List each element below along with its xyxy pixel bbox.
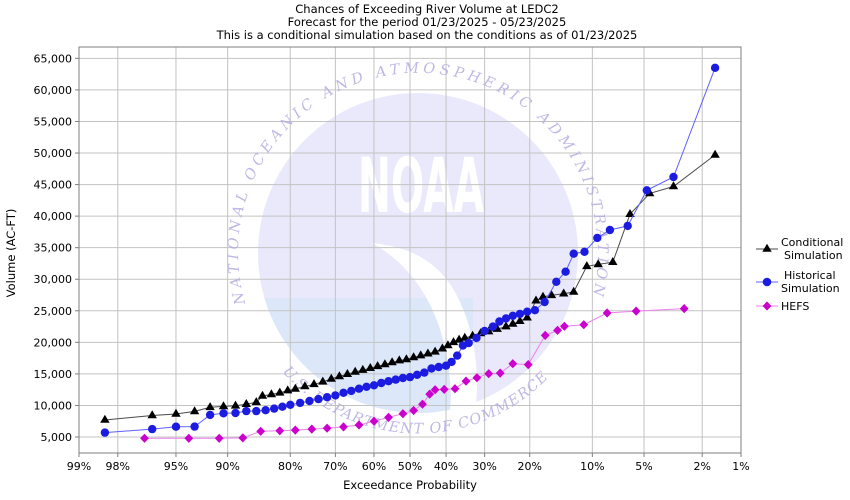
legend-label: Historical — [784, 269, 836, 282]
y-tick-label: 5,000 — [41, 431, 73, 444]
y-tick-label: 45,000 — [34, 179, 73, 192]
x-tick-label: 95% — [164, 460, 188, 473]
chart-title: Chances of Exceeding River Volume at LED… — [295, 2, 558, 16]
x-tick-label: 40% — [434, 460, 458, 473]
y-axis-title: Volume (AC-FT) — [4, 209, 18, 298]
x-tick-label: 50% — [398, 460, 422, 473]
legend-item-conditional: Conditional Simulation — [756, 236, 843, 262]
x-tick-label: 10% — [580, 460, 604, 473]
x-tick-label: 90% — [215, 460, 239, 473]
legend-label: Simulation — [784, 249, 843, 262]
legend-label: Conditional — [781, 236, 843, 249]
y-tick-label: 35,000 — [34, 242, 73, 255]
chart-subtitle-note: This is a conditional simulation based o… — [216, 28, 638, 42]
x-tick-label: 20% — [518, 460, 542, 473]
y-tick-label: 55,000 — [34, 115, 73, 128]
y-tick-label: 20,000 — [34, 336, 73, 349]
y-tick-label: 30,000 — [34, 273, 73, 286]
gridlines — [78, 47, 742, 453]
y-tick-label: 10,000 — [34, 399, 73, 412]
data-series — [100, 63, 720, 443]
y-tick-label: 25,000 — [34, 305, 73, 318]
y-tick-label: 15,000 — [34, 368, 73, 381]
x-tick-label: 60% — [362, 460, 386, 473]
x-tick-label: 70% — [323, 460, 347, 473]
y-tick-label: 40,000 — [34, 210, 73, 223]
y-tick-label: 65,000 — [34, 52, 73, 65]
noaa-gull-icon — [372, 243, 477, 413]
conditional-triangle-icon — [762, 243, 772, 252]
x-axis-title: Exceedance Probability — [343, 478, 477, 492]
legend-item-hefs: HEFS — [756, 300, 809, 313]
x-tick-label: 5% — [635, 460, 652, 473]
x-tick-label: 80% — [278, 460, 302, 473]
legend-label: Simulation — [781, 282, 840, 295]
chart-subtitle-period: Forecast for the period 01/23/2025 - 05/… — [288, 15, 567, 29]
series-hefs — [140, 304, 689, 443]
x-tick-label: 99% — [67, 460, 91, 473]
noaa-letters: NOAA — [358, 141, 484, 230]
historical-circle-icon — [762, 277, 772, 287]
legend-item-historical: Historical Simulation — [756, 269, 840, 295]
tick-labels: 99% 98% 95% 90% 80% 70% 60% 50% 40% 30% 20% 10% 5% 2%… — [34, 52, 750, 473]
legend: Conditional Simulation Historical Simula… — [756, 236, 843, 313]
y-tick-label: 50,000 — [34, 147, 73, 160]
x-tick-label: 30% — [472, 460, 496, 473]
hefs-diamond-icon — [762, 301, 772, 311]
x-tick-label: 2% — [693, 460, 710, 473]
legend-label: HEFS — [781, 300, 809, 313]
y-tick-label: 60,000 — [34, 84, 73, 97]
x-tick-label: 98% — [106, 460, 130, 473]
x-tick-label: 1% — [732, 460, 749, 473]
plot-frame — [75, 46, 742, 457]
series-historical-simulation — [100, 63, 720, 437]
